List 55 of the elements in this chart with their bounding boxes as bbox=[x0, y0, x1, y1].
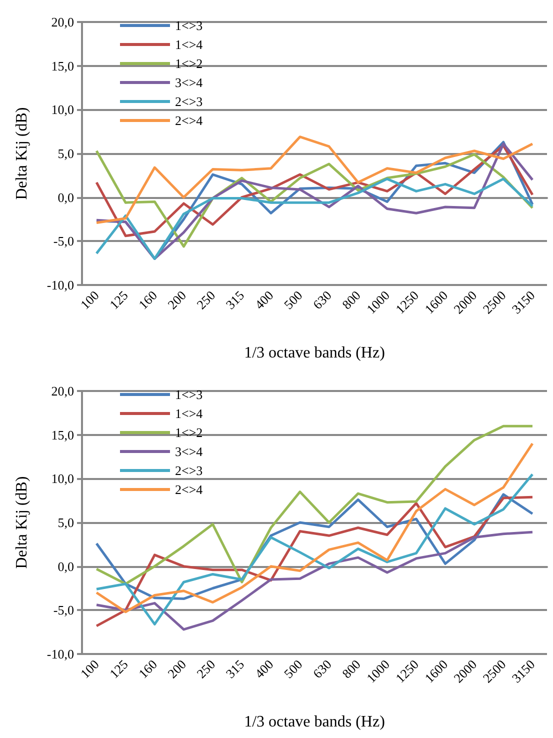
legend-label: 1<>2 bbox=[175, 56, 203, 71]
line-series bbox=[95, 424, 534, 586]
x-tick-label: 400 bbox=[252, 288, 276, 312]
x-tick-label: 630 bbox=[310, 656, 334, 682]
x-tick-label: 200 bbox=[164, 288, 190, 312]
x-tick-label: 315 bbox=[222, 288, 248, 312]
x-tick-label: 500 bbox=[280, 656, 306, 682]
y-tick-label: 0,0 bbox=[58, 190, 74, 205]
x-tick-label: 250 bbox=[194, 288, 218, 312]
legend-label: 3<>4 bbox=[175, 75, 204, 90]
y-tick-label: 0,0 bbox=[58, 558, 74, 574]
y-tick-label: 20,0 bbox=[51, 384, 74, 398]
y-tick-label: -10,0 bbox=[46, 278, 74, 292]
x-tick-label: 160 bbox=[136, 288, 160, 312]
x-tick-label: 400 bbox=[252, 656, 276, 682]
legend-label: 1<>2 bbox=[175, 425, 203, 440]
line-series bbox=[95, 178, 534, 260]
y-tick-label: 15,0 bbox=[51, 427, 74, 442]
legend-label: 2<>4 bbox=[175, 113, 204, 128]
y-tick-label: 20,0 bbox=[51, 14, 74, 30]
x-axis-title: 1/3 octave bands (Hz) bbox=[244, 344, 385, 362]
legend-label: 1<>3 bbox=[175, 18, 203, 33]
y-axis-title: Delta Kij (dB) bbox=[14, 107, 30, 200]
y-axis-title: Delta Kij (dB) bbox=[14, 476, 30, 569]
legend-label: 2<>3 bbox=[175, 463, 203, 478]
x-tick-label: 125 bbox=[106, 656, 131, 682]
x-tick-label: 125 bbox=[106, 288, 131, 312]
legend-label: 2<>3 bbox=[175, 94, 203, 109]
x-tick-label: 630 bbox=[310, 288, 334, 312]
y-tick-label: -5,0 bbox=[53, 602, 74, 618]
line-series bbox=[95, 442, 534, 614]
x-tick-label: 250 bbox=[194, 656, 218, 682]
x-axis-title: 1/3 octave bands (Hz) bbox=[244, 714, 385, 730]
y-tick-label: 10,0 bbox=[51, 471, 74, 486]
x-tick-label: 100 bbox=[77, 656, 102, 682]
x-tick-label: 800 bbox=[339, 656, 364, 682]
y-tick-label: -10,0 bbox=[46, 646, 74, 662]
legend-label: 1<>3 bbox=[175, 387, 203, 402]
x-tick-label: 800 bbox=[339, 288, 364, 312]
legend-label: 1<>4 bbox=[175, 37, 204, 52]
x-tick-label: 500 bbox=[280, 288, 306, 312]
y-tick-label: 15,0 bbox=[51, 58, 74, 74]
line-series bbox=[95, 136, 534, 224]
legend-label: 3<>4 bbox=[175, 444, 204, 459]
x-tick-label: 100 bbox=[77, 288, 102, 312]
y-tick-label: 10,0 bbox=[51, 102, 74, 118]
legend-label: 1<>4 bbox=[175, 406, 204, 421]
line-series bbox=[95, 530, 534, 631]
legend-label: 2<>4 bbox=[175, 482, 204, 497]
x-tick-label: 315 bbox=[222, 656, 248, 682]
y-tick-label: 5,0 bbox=[58, 515, 74, 530]
x-tick-label: 160 bbox=[136, 656, 160, 682]
y-tick-label: 5,0 bbox=[58, 146, 74, 161]
x-tick-label: 200 bbox=[164, 656, 190, 682]
y-tick-label: -5,0 bbox=[53, 234, 74, 249]
